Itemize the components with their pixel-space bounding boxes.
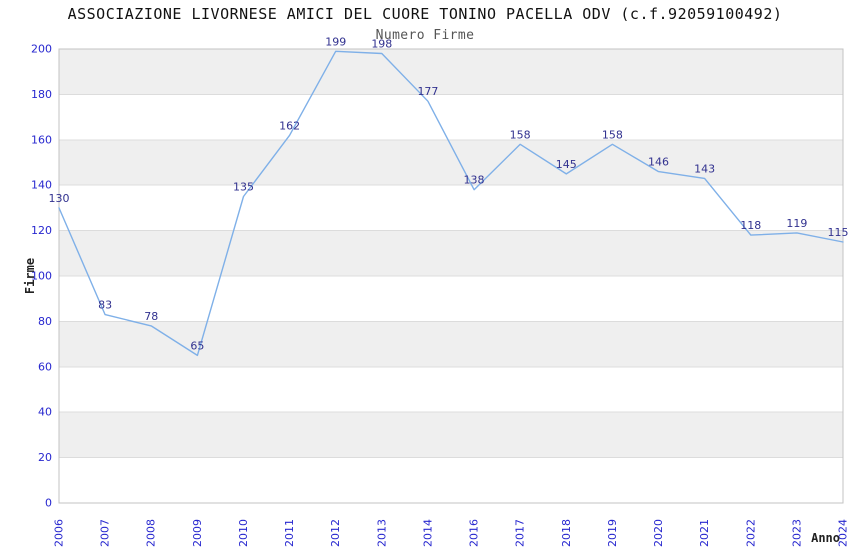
data-point-label: 83 — [98, 299, 112, 312]
x-tick-label: 2013 — [375, 519, 388, 547]
data-point-label: 65 — [190, 339, 204, 352]
y-tick-label: 60 — [38, 360, 52, 373]
plot-band — [59, 230, 843, 276]
data-point-label: 119 — [786, 217, 807, 230]
y-tick-label: 100 — [31, 270, 52, 283]
data-point-label: 146 — [648, 156, 669, 169]
y-tick-label: 140 — [31, 179, 52, 192]
data-point-label: 199 — [325, 35, 346, 48]
data-point-label: 78 — [144, 310, 158, 323]
data-point-label: 198 — [371, 38, 392, 51]
x-tick-label: 2017 — [514, 519, 527, 547]
y-axis-tick-labels: 0 20 40 60 80 100 120 140 160 180 200 — [31, 43, 52, 510]
x-tick-label: 2008 — [145, 519, 158, 547]
plot-band — [59, 139, 843, 186]
data-point-label: 158 — [510, 128, 531, 141]
x-tick-label: 2011 — [283, 519, 296, 547]
data-point-label: 145 — [556, 158, 577, 171]
y-tick-label: 120 — [31, 224, 52, 237]
data-point-label: 135 — [233, 181, 254, 194]
plot-band — [59, 321, 843, 367]
x-tick-label: 2010 — [237, 519, 250, 547]
chart-subtitle: Numero Firme — [375, 28, 475, 43]
x-axis-title: Anno — [811, 531, 840, 545]
x-tick-label: 2016 — [468, 519, 481, 547]
x-axis-tick-labels: 2006 2007 2008 2009 2010 2011 2012 2013 2014 2016… — [53, 519, 850, 547]
x-tick-label: 2006 — [53, 519, 66, 547]
x-tick-label: 2020 — [652, 519, 665, 547]
y-tick-label: 80 — [38, 315, 52, 328]
x-tick-label: 2023 — [790, 519, 803, 547]
y-tick-label: 20 — [38, 451, 52, 464]
x-tick-label: 2007 — [99, 519, 112, 547]
plot-band — [59, 412, 843, 458]
x-tick-label: 2019 — [606, 519, 619, 547]
x-tick-label: 2022 — [744, 519, 757, 547]
data-point-label: 138 — [464, 174, 485, 187]
plot-bands — [59, 49, 843, 458]
data-point-label: 130 — [49, 192, 70, 205]
series-line — [58, 50, 844, 357]
data-point-label: 143 — [694, 162, 715, 175]
plot-border — [58, 48, 844, 504]
y-tick-label: 160 — [31, 133, 52, 146]
plot-band — [59, 49, 843, 95]
data-point-label: 162 — [279, 119, 300, 132]
x-tick-label: 2009 — [191, 519, 204, 547]
x-tick-label: 2018 — [560, 519, 573, 547]
y-tick-label: 0 — [45, 497, 52, 510]
data-point-label: 177 — [417, 85, 438, 98]
x-tick-label: 2014 — [421, 519, 434, 547]
x-tick-label: 2024 — [837, 519, 850, 547]
data-labels: 130 83 78 65 135 162 199 198 177 138 158 145 158 146 1… — [49, 35, 849, 352]
y-axis-title: Firme — [23, 258, 37, 294]
y-tick-label: 180 — [31, 88, 52, 101]
chart-title: ASSOCIAZIONE LIVORNESE AMICI DEL CUORE T… — [67, 5, 783, 23]
y-tick-label: 200 — [31, 43, 52, 56]
data-point-label: 158 — [602, 128, 623, 141]
x-tick-label: 2021 — [698, 519, 711, 547]
y-tick-label: 40 — [38, 406, 52, 419]
data-point-label: 118 — [740, 219, 761, 232]
data-point-label: 115 — [828, 226, 849, 239]
x-tick-label: 2012 — [329, 519, 342, 547]
